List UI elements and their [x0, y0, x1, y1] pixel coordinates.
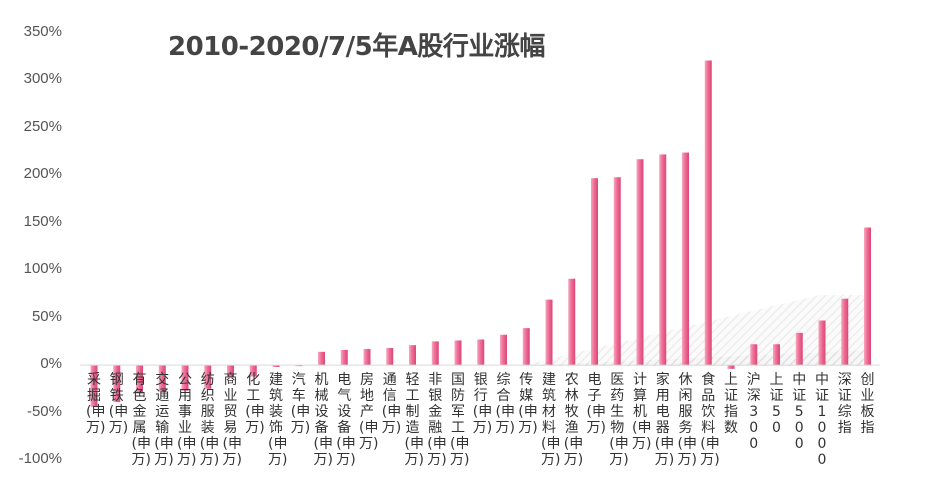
x-category-label: 休闲服务(申万): [677, 372, 697, 468]
x-category-label: 上证指数: [724, 372, 738, 436]
x-category-label: 通信(申万): [381, 372, 402, 436]
y-tick-label: 150%: [23, 212, 62, 230]
x-category-label: 汽车(申万): [290, 372, 311, 436]
x-category-label: 创业板指: [860, 372, 875, 436]
bar: [568, 278, 576, 366]
bar: [841, 298, 849, 366]
x-category-label: 采掘(申万): [86, 372, 106, 436]
bar: [409, 345, 416, 366]
bar: [272, 365, 280, 368]
x-category-label: 有色金属(申万): [131, 372, 151, 468]
bar: [113, 365, 121, 403]
bar: [864, 227, 871, 366]
y-tick-label: 300%: [23, 70, 62, 88]
bar: [500, 334, 507, 366]
y-tick-label: 250%: [23, 117, 62, 135]
bar: [795, 332, 803, 366]
x-category-label: 深证综指: [837, 372, 852, 436]
bar: [181, 365, 189, 391]
y-tick-label: 350%: [23, 23, 62, 40]
x-category-label: 商业贸易(申万): [222, 372, 242, 468]
x-category-label: 食品饮料(申万): [700, 372, 720, 468]
x-category-label: 银行(申万): [472, 372, 493, 436]
x-category-label: 医药生物(申万): [609, 372, 629, 468]
bar: [136, 365, 143, 394]
y-tick-label: 200%: [23, 165, 62, 183]
bar: [613, 177, 621, 366]
x-category-label: 综合(申万): [495, 372, 515, 436]
x-category-label: 非银金融(申万): [427, 372, 447, 468]
x-category-label: 房地产(申万): [359, 372, 379, 452]
x-category-label: 建筑材料(申万): [541, 372, 561, 468]
bar: [818, 320, 826, 366]
bar: [522, 328, 530, 366]
x-category-label: 家用电器(申万): [654, 372, 675, 468]
bar: [704, 60, 712, 366]
bar: [158, 365, 166, 392]
y-tick-label: 0%: [40, 355, 62, 373]
x-category-label: 电气设备(申万): [336, 372, 356, 468]
y-tick-label: -100%: [18, 450, 62, 467]
x-category-label: 交通运输(申万): [154, 372, 174, 468]
x-category-label: 国防军工(申万): [450, 372, 470, 468]
x-category-label: 电子(申万): [586, 372, 606, 436]
y-tick-label: 100%: [23, 260, 62, 278]
x-category-label: 上证50: [769, 372, 784, 436]
bar: [659, 154, 667, 366]
y-tick-label: -50%: [26, 402, 62, 420]
bar: [477, 339, 485, 366]
bar: [386, 348, 394, 366]
bar: [318, 351, 325, 366]
x-category-label: 公用事业(申万): [177, 372, 197, 468]
bar: [545, 299, 553, 366]
bar: [204, 365, 212, 389]
bar: [227, 365, 234, 378]
x-category-label: 化工(申万): [245, 372, 265, 436]
chart-title: 2010-2020/7/5年A股行业涨幅: [168, 32, 545, 62]
x-category-label: 中证1000: [815, 372, 829, 468]
bar: [431, 341, 439, 366]
x-category-label: 钢铁(申万): [108, 372, 129, 436]
x-category-label: 沪深300: [746, 372, 761, 452]
bar: [90, 365, 98, 407]
bar: [750, 344, 758, 366]
x-category-label: 计算机(申万): [632, 372, 652, 452]
bar: [249, 365, 257, 377]
bar: [454, 340, 462, 366]
x-category-label: 中证500: [792, 372, 807, 452]
x-category-label: 纺织服装(申万): [199, 372, 220, 468]
x-category-label: 机械设备(申万): [313, 372, 333, 468]
bar: [727, 365, 735, 369]
bar: [682, 152, 689, 366]
bar: [363, 348, 371, 366]
bar: [636, 159, 644, 366]
y-tick-label: 50%: [31, 307, 62, 325]
x-category-label: 农林牧渔(申万): [563, 372, 584, 468]
wall-shadow: [520, 295, 870, 366]
bar: [340, 349, 348, 366]
bar: [591, 178, 598, 366]
x-category-label: 轻工制造(申万): [404, 372, 424, 468]
x-category-label: 建筑装饰(申万): [268, 372, 288, 468]
bar: [773, 344, 780, 366]
x-category-label: 传媒(申万): [518, 372, 538, 436]
